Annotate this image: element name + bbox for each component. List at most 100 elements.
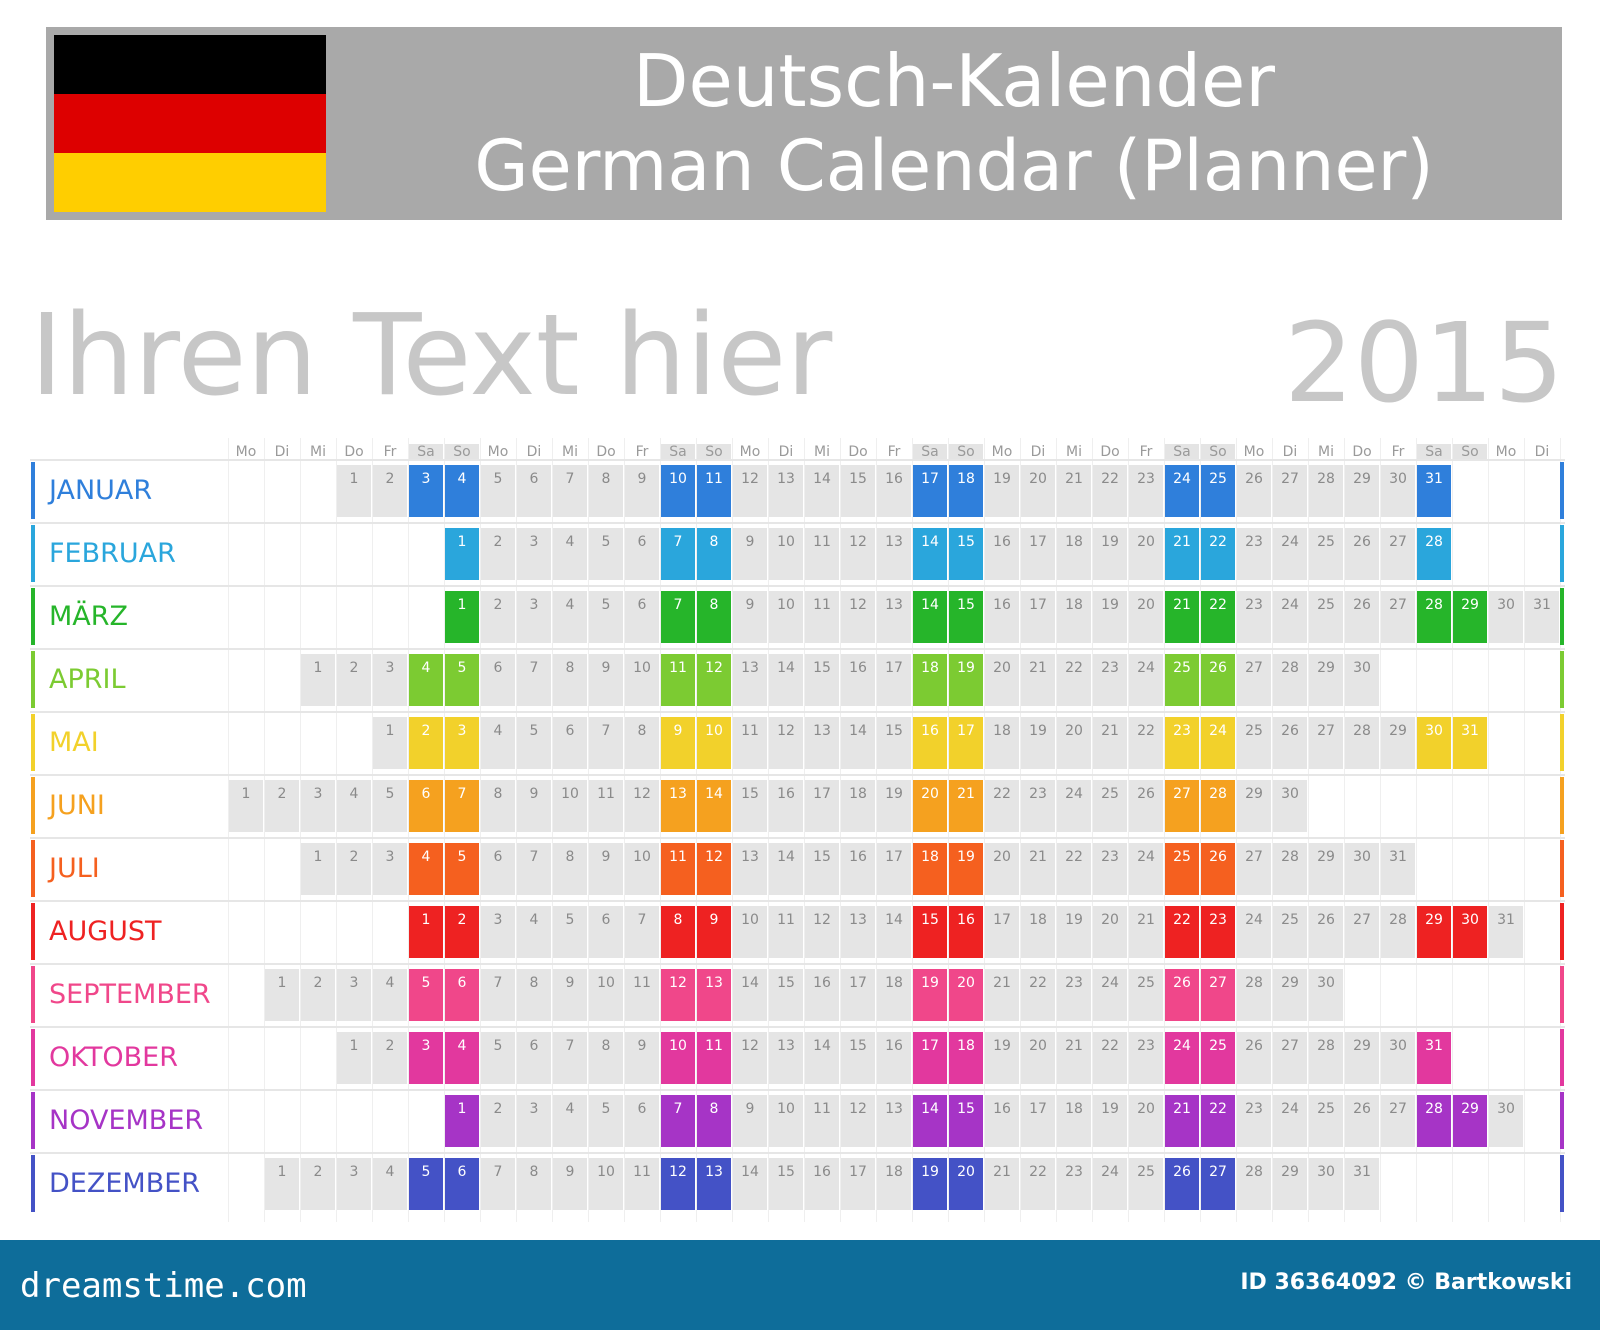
column-line [1488, 438, 1489, 1222]
day-cell: 11 [805, 1095, 839, 1147]
day-cell: 10 [769, 1095, 803, 1147]
day-cell: 3 [481, 906, 515, 958]
month-color-bar [1560, 525, 1564, 582]
weekday-header: Mi [1066, 444, 1082, 460]
day-cell: 9 [733, 591, 767, 643]
weekend-day-cell: 4 [409, 654, 443, 706]
weekend-day-cell: 24 [1165, 1032, 1199, 1084]
day-cell: 25 [1129, 969, 1163, 1021]
weekend-day-cell: 27 [1201, 969, 1235, 1021]
weekday-header: Fr [887, 444, 901, 460]
day-cell: 8 [481, 780, 515, 832]
day-cell: 5 [481, 1032, 515, 1084]
day-cell: 12 [841, 591, 875, 643]
day-cell: 2 [301, 969, 335, 1021]
day-cell: 28 [1273, 843, 1307, 895]
weekend-day-cell: 31 [1417, 465, 1451, 517]
day-cell: 15 [877, 717, 911, 769]
month-color-bar [31, 840, 35, 897]
day-cell: 4 [481, 717, 515, 769]
month-label: SEPTEMBER [49, 979, 211, 1010]
day-cell: 2 [301, 1158, 335, 1210]
day-cell: 9 [625, 1032, 659, 1084]
day-cell: 28 [1237, 1158, 1271, 1210]
weekend-day-cell: 14 [913, 1095, 947, 1147]
day-cell: 26 [1345, 528, 1379, 580]
day-cell: 5 [589, 591, 623, 643]
day-cell: 8 [589, 465, 623, 517]
weekday-header: Di [274, 444, 290, 460]
weekend-day-cell: 12 [697, 843, 731, 895]
weekday-header: Mo [1243, 444, 1265, 460]
day-cell: 3 [373, 654, 407, 706]
day-cell: 10 [625, 654, 659, 706]
column-line [732, 438, 733, 1222]
weekend-day-cell: 28 [1417, 528, 1451, 580]
day-cell: 5 [517, 717, 551, 769]
day-cell: 26 [1273, 717, 1307, 769]
day-cell: 11 [625, 1158, 659, 1210]
column-line [552, 438, 553, 1222]
day-cell: 20 [1093, 906, 1127, 958]
day-cell: 1 [373, 717, 407, 769]
month-color-bar [31, 1092, 35, 1149]
weekend-day-cell: 8 [697, 591, 731, 643]
day-cell: 26 [1345, 1095, 1379, 1147]
day-cell: 17 [841, 969, 875, 1021]
day-cell: 17 [877, 654, 911, 706]
column-line [588, 438, 589, 1222]
weekend-day-cell: 14 [913, 591, 947, 643]
day-cell: 16 [805, 1158, 839, 1210]
day-cell: 24 [1129, 654, 1163, 706]
weekend-day-cell: 12 [697, 654, 731, 706]
day-cell: 27 [1309, 717, 1343, 769]
weekday-header: Di [778, 444, 794, 460]
column-line [480, 438, 481, 1222]
weekend-day-cell: 6 [409, 780, 443, 832]
day-cell: 4 [553, 528, 587, 580]
weekend-day-cell: 5 [409, 969, 443, 1021]
day-cell: 24 [1057, 780, 1091, 832]
day-cell: 8 [553, 654, 587, 706]
weekend-day-cell: 4 [445, 1032, 479, 1084]
day-cell: 13 [877, 528, 911, 580]
weekend-day-cell: 25 [1165, 843, 1199, 895]
weekend-day-cell: 26 [1201, 654, 1235, 706]
weekday-header: Fr [1139, 444, 1153, 460]
day-cell: 19 [877, 780, 911, 832]
weekend-day-cell: 15 [949, 591, 983, 643]
day-cell: 3 [517, 591, 551, 643]
row-separator [30, 774, 1565, 776]
month-label: JUNI [49, 790, 105, 821]
day-cell: 30 [1345, 654, 1379, 706]
day-cell: 2 [481, 528, 515, 580]
weekend-day-cell: 4 [445, 465, 479, 517]
weekday-header: Mo [487, 444, 509, 460]
day-cell: 2 [337, 843, 371, 895]
day-cell: 8 [589, 1032, 623, 1084]
day-cell: 26 [1345, 591, 1379, 643]
weekend-day-cell: 27 [1165, 780, 1199, 832]
day-cell: 31 [1525, 591, 1559, 643]
day-cell: 21 [1093, 717, 1127, 769]
weekend-day-cell: 7 [661, 591, 695, 643]
weekend-day-cell: 5 [445, 654, 479, 706]
month-color-bar [31, 462, 35, 519]
weekday-header: Do [344, 444, 364, 460]
day-cell: 20 [1021, 465, 1055, 517]
day-cell: 19 [985, 465, 1019, 517]
weekday-header: Fr [635, 444, 649, 460]
day-cell: 9 [589, 843, 623, 895]
day-cell: 31 [1489, 906, 1523, 958]
day-cell: 16 [769, 780, 803, 832]
weekday-header: Sa [913, 444, 947, 460]
weekday-header: So [445, 444, 479, 460]
weekend-day-cell: 31 [1453, 717, 1487, 769]
day-cell: 27 [1345, 906, 1379, 958]
weekend-day-cell: 24 [1165, 465, 1199, 517]
day-cell: 12 [625, 780, 659, 832]
weekend-day-cell: 9 [697, 906, 731, 958]
weekend-day-cell: 1 [445, 528, 479, 580]
day-cell: 7 [517, 654, 551, 706]
day-cell: 8 [553, 843, 587, 895]
